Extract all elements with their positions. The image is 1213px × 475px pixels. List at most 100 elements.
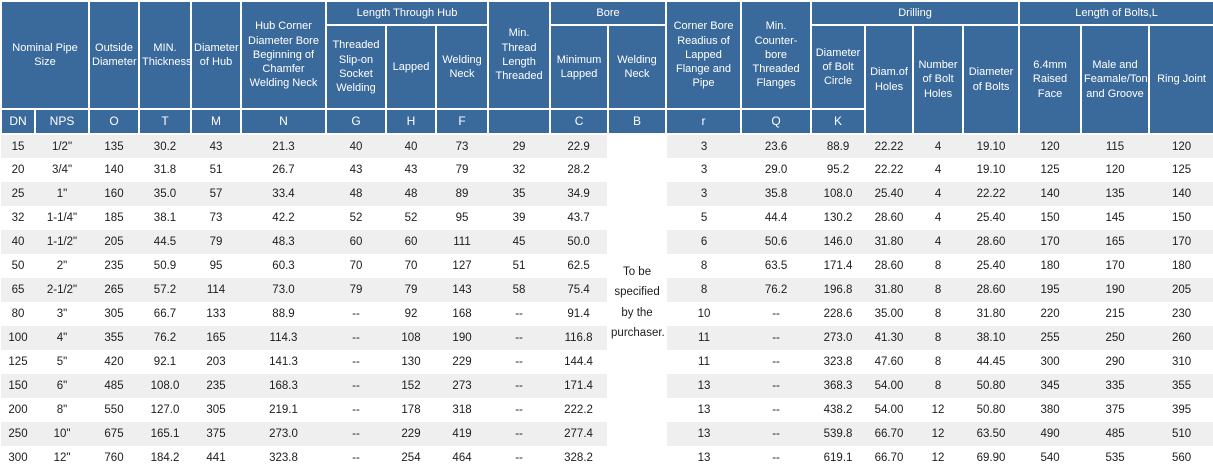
data-cell: 184.2 [150,452,180,464]
data-cell: 135 [104,140,124,153]
letter-h: H [385,108,437,135]
data-cell: 48 [404,188,418,200]
data-cell: 11 [698,332,710,344]
data-cell: 79 [404,284,418,296]
data-cell: 8 [934,284,942,296]
letter-c: C [549,108,610,135]
data-cell: 125 [8,356,28,368]
data-cell: -- [515,356,523,368]
data-cell: 273.0 [823,332,853,344]
data-cell: 190 [452,332,472,344]
letter-r: r [665,108,743,135]
header-min-counter-bore: Min. Counter-bore Threaded Flanges [740,0,813,110]
data-cell: 28.60 [976,284,1006,296]
table-row: 25 1" 160 35.0 57 33.4 48 48 89 35 34.9 3 35.8 108.0 2… [1,182,1213,206]
header-ring-joint: Ring Joint [1148,24,1213,135]
data-cell: 62.5 [567,260,590,272]
data-cell: 140 [1171,188,1192,200]
data-cell: 550 [104,404,124,416]
data-cell: 120 [1040,140,1060,153]
data-cell: 108.0 [150,380,180,392]
data-cell: 190 [1105,284,1125,296]
data-cell: 41.30 [874,332,904,344]
data-cell: 130 [401,356,421,368]
data-cell: 22.22 [874,140,904,153]
letter-g: G [325,108,387,135]
data-cell: 73 [455,140,469,153]
data-cell: 28.60 [874,212,904,224]
data-cell: 11 [698,356,710,368]
data-cell: 47.60 [874,356,904,368]
data-cell: 13 [697,452,711,464]
data-cell: 66.70 [874,428,904,440]
data-cell: 33.4 [272,188,295,200]
data-cell: 8 [700,284,708,296]
header-number-of-bolt-holes: Number of Bolt Holes [912,24,965,135]
data-cell: 535 [1105,452,1125,464]
data-cell: 229 [401,428,421,440]
data-cell: 540 [1040,452,1060,464]
data-cell: 171.4 [564,380,593,392]
data-cell: 29 [512,140,526,153]
data-cell: 92 [404,308,418,320]
data-cell: 4 [934,140,942,153]
data-cell: 619.1 [823,452,853,464]
data-cell: 28.60 [874,260,904,272]
data-cell: 76.2 [153,332,177,344]
data-cell: 485 [104,380,124,392]
data-cell: -- [352,308,360,320]
data-cell: 32 [512,164,526,176]
data-cell: 35.8 [764,188,788,200]
data-cell: 88.9 [272,308,295,320]
data-cell: 143 [452,284,472,296]
data-cell: 140 [104,164,124,176]
table-row: 150 6" 485 108.0 235 168.3 -- 152 273 -- 171.4 13 --… [1,374,1213,398]
data-cell: 38.1 [153,212,177,224]
data-cell: 12 [931,428,945,440]
data-cell: 125 [1171,164,1192,176]
data-cell: 170 [1171,236,1192,248]
data-cell: 3 [700,164,708,176]
data-cell: 380 [1040,404,1060,416]
data-cell: 21.3 [272,140,295,153]
data-cell: 260 [1171,332,1192,344]
data-cell: 40 [349,140,363,153]
data-cell: -- [772,380,780,392]
letter-k: K [810,108,867,135]
data-cell: 44.4 [764,212,788,224]
data-cell: 170 [1105,260,1125,272]
header-hub-corner: Hub Corner Diameter Bore Beginning of Ch… [240,0,327,110]
data-cell: 108.0 [823,188,853,200]
table-row: 80 3" 305 66.7 133 88.9 -- 92 168 -- 91.4 10 -- 228.6… [1,302,1213,326]
header-sub-row: Threaded Slip-on Socket Welding Lapped W… [1,24,1213,135]
data-cell: 25.40 [874,188,904,200]
data-cell: 5" [56,356,68,368]
data-cell: 89 [455,188,469,200]
data-cell: 510 [1171,428,1192,440]
data-cell: 120 [1171,140,1192,153]
data-cell: 66.70 [874,452,904,464]
data-cell: 235 [206,380,226,392]
data-cell: -- [772,308,780,320]
data-cell: 31.80 [874,284,904,296]
data-cell: 127.0 [150,404,180,416]
letter-dn: DN [0,108,36,135]
data-cell: 250 [8,428,28,440]
data-cell: 160 [104,188,124,200]
data-cell: 355 [104,332,124,344]
data-cell: 31.8 [153,164,177,176]
data-cell: 222.2 [564,404,593,416]
data-cell: 254 [401,452,421,464]
data-cell: 3" [56,308,68,320]
data-cell: 441 [206,452,226,464]
data-cell: 8 [934,380,942,392]
data-cell: 22.22 [976,188,1006,200]
data-cell: -- [352,356,360,368]
data-cell: 219.1 [269,404,298,416]
data-cell: 44.45 [976,356,1006,368]
data-cell: 100 [8,332,28,344]
data-cell: 43 [349,164,363,176]
data-cell: 52 [404,212,418,224]
